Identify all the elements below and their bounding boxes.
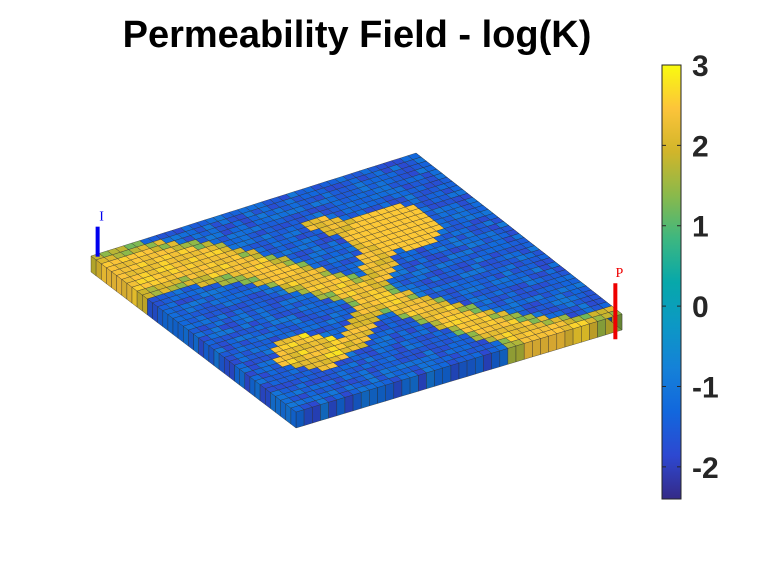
side-cell xyxy=(556,330,566,350)
wells: IP xyxy=(95,210,623,340)
side-cell xyxy=(442,365,452,385)
side-cell xyxy=(418,372,427,392)
side-cell xyxy=(515,343,525,363)
chart-title: Permeability Field - log(K) xyxy=(123,14,592,56)
side-cell xyxy=(344,394,354,414)
side-cell xyxy=(548,333,557,353)
side-cell xyxy=(483,352,492,372)
side-cell xyxy=(564,328,574,348)
side-cell xyxy=(385,382,394,402)
side-cell xyxy=(328,399,337,419)
well-i-label: I xyxy=(99,210,104,225)
side-cell xyxy=(409,375,419,394)
colorbar-tick-label: -1 xyxy=(692,371,719,404)
side-cell xyxy=(320,401,329,421)
colorbar-tick-label: 0 xyxy=(692,291,709,324)
side-cell xyxy=(336,397,346,417)
side-cell xyxy=(466,357,476,377)
permeability-surface xyxy=(90,152,623,429)
side-cell xyxy=(491,350,500,370)
colorbar-tick-label: 1 xyxy=(692,211,709,244)
side-cell xyxy=(499,348,509,368)
side-cell xyxy=(295,409,305,429)
side-cell xyxy=(434,367,443,387)
side-cell xyxy=(303,406,313,426)
side-cell xyxy=(369,387,378,407)
colorbar-gradient xyxy=(661,64,682,500)
side-cell xyxy=(524,340,533,360)
side-cell xyxy=(458,360,468,380)
side-cell xyxy=(540,335,549,355)
colorbar: 3 2 1 0 -1 -2 xyxy=(661,50,719,500)
colorbar-tick-label: 2 xyxy=(692,130,709,163)
side-cell xyxy=(361,389,370,409)
side-cell xyxy=(352,392,362,412)
side-cell xyxy=(312,404,321,424)
side-cell xyxy=(581,323,590,343)
side-cell xyxy=(450,362,460,382)
well-p-label: P xyxy=(615,266,623,281)
colorbar-tick-label: 3 xyxy=(692,50,709,83)
side-cell xyxy=(426,370,435,390)
colorbar-tick-label: -2 xyxy=(692,452,719,485)
side-cell xyxy=(401,377,411,397)
side-cell xyxy=(393,379,403,399)
side-cell xyxy=(532,338,541,358)
side-cell xyxy=(597,318,606,338)
side-cell xyxy=(475,355,484,375)
side-cell xyxy=(377,384,386,404)
side-cell xyxy=(507,345,517,365)
side-cell xyxy=(589,321,598,341)
side-cell xyxy=(572,326,582,345)
